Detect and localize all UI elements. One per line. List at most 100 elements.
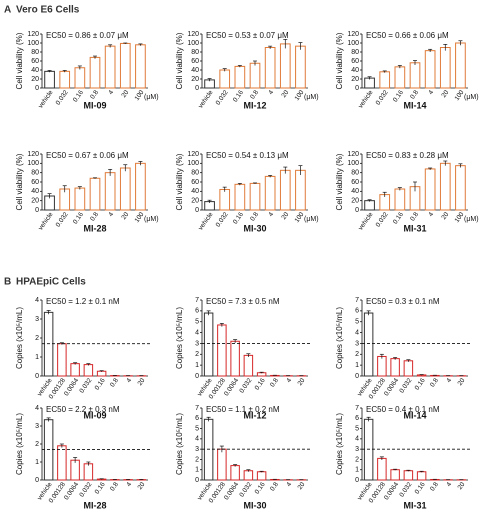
x-unit: (μM) bbox=[144, 94, 159, 101]
y-tick-label: 3 bbox=[355, 446, 359, 453]
bar bbox=[203, 312, 214, 377]
x-tick-label: 20 bbox=[120, 211, 130, 221]
y-tick-label: 6 bbox=[195, 308, 199, 315]
bar bbox=[377, 457, 387, 481]
y-tick-label: 120 bbox=[347, 151, 359, 158]
y-tick-label: 0 bbox=[355, 477, 359, 484]
y-tick-label: 20 bbox=[31, 198, 39, 205]
bar bbox=[403, 360, 414, 377]
y-tick-label: 3 bbox=[195, 446, 199, 453]
y-tick-label: 60 bbox=[351, 179, 359, 186]
y-tick-label: 0 bbox=[35, 477, 39, 484]
x-tick-label: 0.8 bbox=[249, 89, 260, 101]
annotation: EC50 = 2.2 ± 0.3 nM bbox=[46, 405, 120, 414]
x-tick-label: 4 bbox=[125, 481, 133, 488]
bar bbox=[104, 45, 116, 89]
y-tick-label: 4 bbox=[195, 436, 199, 443]
x-tick-label: vehicle bbox=[357, 89, 375, 110]
chart-title: MI-28 bbox=[83, 223, 106, 233]
x-tick-label: vehicle bbox=[357, 211, 375, 232]
annotation: EC50 = 0.67 ± 0.06 μM bbox=[46, 151, 129, 160]
bar bbox=[96, 370, 107, 377]
x-tick-label: 0.032 bbox=[398, 377, 413, 395]
y-tick-label: 100 bbox=[347, 40, 359, 47]
bar bbox=[416, 471, 427, 481]
bar bbox=[364, 200, 375, 211]
bar bbox=[89, 177, 101, 211]
y-axis-label: Cell viability (%) bbox=[15, 32, 24, 89]
chart-title: MI-31 bbox=[403, 500, 426, 510]
chart-title: MI-28 bbox=[83, 500, 106, 510]
x-tick-label: 0.8 bbox=[429, 377, 440, 389]
x-tick-label: 0.032 bbox=[55, 211, 70, 229]
x-tick-label: vehicle bbox=[197, 89, 215, 110]
y-tick-label: 0 bbox=[195, 373, 199, 380]
y-tick-label: 6 bbox=[355, 308, 359, 315]
y-axis-label: Copies (x10⁵/mL) bbox=[175, 413, 184, 475]
y-tick-label: 40 bbox=[351, 67, 359, 74]
x-tick-label: 0.032 bbox=[238, 377, 253, 395]
y-axis-label: Copies (x10⁵/mL) bbox=[335, 307, 344, 369]
y-tick-label: 4 bbox=[195, 329, 199, 336]
bar bbox=[89, 56, 101, 89]
x-unit: (μM) bbox=[464, 94, 479, 101]
x-tick-label: 4 bbox=[107, 89, 115, 96]
x-tick-label: 0.032 bbox=[398, 481, 413, 499]
x-tick-label: 0.032 bbox=[215, 211, 230, 229]
x-tick-label: 0.16 bbox=[254, 481, 267, 496]
bar bbox=[424, 168, 436, 211]
y-tick-label: 80 bbox=[31, 170, 39, 177]
panel-label: A bbox=[4, 5, 11, 16]
y-tick-label: 2 bbox=[355, 456, 359, 463]
bar bbox=[217, 448, 227, 481]
y-tick-label: 1 bbox=[35, 459, 39, 466]
bar bbox=[119, 42, 131, 89]
y-tick-label: 0 bbox=[195, 207, 199, 214]
bar bbox=[390, 469, 400, 481]
y-tick-label: 5 bbox=[195, 425, 199, 432]
y-tick-label: 20 bbox=[191, 198, 199, 205]
x-tick-label: 4 bbox=[427, 211, 435, 218]
x-unit: (μM) bbox=[144, 216, 159, 223]
y-tick-label: 0 bbox=[195, 477, 199, 484]
bar bbox=[104, 172, 116, 211]
x-tick-label: 0.8 bbox=[89, 89, 100, 101]
bar bbox=[119, 167, 131, 211]
x-tick-label: 20 bbox=[297, 377, 307, 387]
y-tick-label: 0 bbox=[355, 207, 359, 214]
y-tick-label: 60 bbox=[31, 179, 39, 186]
x-tick-label: 0.8 bbox=[89, 211, 100, 223]
bar bbox=[249, 182, 261, 211]
y-tick-label: 20 bbox=[351, 198, 359, 205]
chart-title: MI-14 bbox=[403, 410, 426, 420]
bar bbox=[74, 67, 86, 89]
chart-title: MI-09 bbox=[83, 410, 106, 420]
y-tick-label: 0 bbox=[35, 207, 39, 214]
y-axis-label: Cell viability (%) bbox=[175, 153, 184, 210]
x-tick-label: 0.8 bbox=[409, 211, 420, 223]
bar bbox=[394, 66, 406, 89]
bar bbox=[264, 175, 276, 211]
bar bbox=[363, 312, 374, 377]
bar bbox=[70, 459, 80, 481]
annotation: EC50 = 0.4 ± 0.1 nM bbox=[366, 405, 440, 414]
bar bbox=[439, 162, 451, 211]
annotation: EC50 = 0.83 ± 0.28 μM bbox=[366, 151, 449, 160]
bar bbox=[43, 419, 54, 481]
y-tick-label: 100 bbox=[27, 160, 39, 167]
y-axis-label: Cell viability (%) bbox=[175, 32, 184, 89]
bar bbox=[264, 47, 276, 89]
y-tick-label: 0 bbox=[355, 373, 359, 380]
y-tick-label: 5 bbox=[195, 319, 199, 326]
y-tick-label: 40 bbox=[31, 67, 39, 74]
y-tick-label: 40 bbox=[191, 67, 199, 74]
bar bbox=[203, 418, 214, 481]
y-tick-label: 1 bbox=[35, 354, 39, 361]
y-axis-label: Copies (x10⁵/mL) bbox=[15, 307, 24, 369]
y-tick-label: 4 bbox=[355, 436, 359, 443]
bar bbox=[57, 445, 67, 481]
bar bbox=[455, 165, 466, 211]
y-tick-label: 120 bbox=[27, 31, 39, 38]
y-tick-label: 7 bbox=[355, 297, 359, 304]
x-tick-label: 0.8 bbox=[249, 211, 260, 223]
